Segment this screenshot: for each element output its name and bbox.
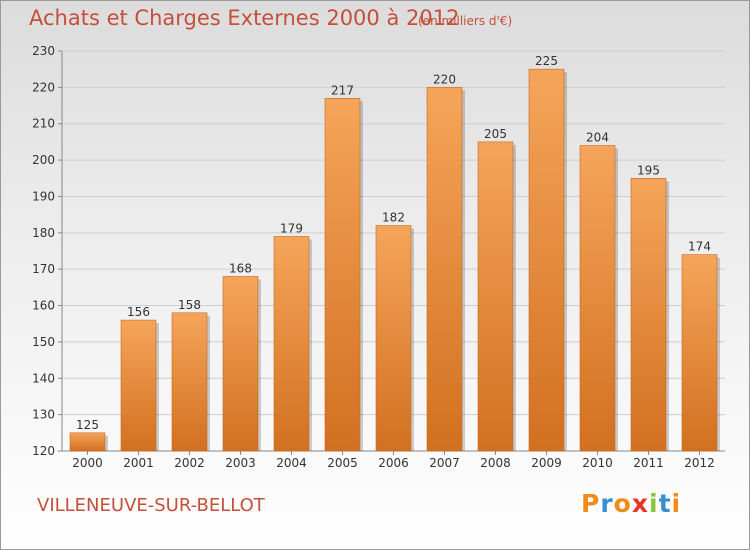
logo-letter: r [600,489,614,518]
x-tick-label: 2005 [327,456,358,470]
bar [69,432,106,452]
data-label: 204 [586,131,609,145]
x-tick-label: 2010 [582,456,613,470]
bar [681,254,718,452]
y-tick-label: 130 [32,408,55,422]
bar [324,97,361,452]
chart-unit-note: (en milliers d'€) [418,14,513,28]
data-label: 182 [382,211,405,225]
bar [273,236,310,452]
x-tick-label: 2003 [225,456,256,470]
commune-name: VILLENEUVE-SUR-BELLOT [37,495,265,516]
x-tick-label: 2007 [429,456,460,470]
data-label: 174 [688,240,711,254]
bar [630,177,667,452]
y-tick-label: 180 [32,226,55,240]
bar [528,68,565,452]
bar [120,319,157,452]
y-tick-label: 220 [32,80,55,94]
logo-letter: x [631,489,649,518]
logo-letter: P [581,489,601,518]
data-label: 158 [178,298,201,312]
x-tick-label: 2000 [72,456,103,470]
y-tick-label: 160 [32,299,55,313]
bar [426,87,463,452]
data-label: 156 [127,305,150,319]
proxiti-logo: Proxiti [581,489,681,518]
data-label: 220 [433,72,456,86]
x-tick-label: 2011 [633,456,664,470]
y-tick-label: 170 [32,262,55,276]
x-tick-label: 2009 [531,456,562,470]
data-label: 205 [484,127,507,141]
bar [477,141,514,452]
x-tick-label: 2004 [276,456,307,470]
y-tick-label: 200 [32,153,55,167]
logo-letter: i [671,489,682,518]
x-tick-label: 2001 [123,456,154,470]
bar [375,225,412,452]
y-tick-label: 210 [32,117,55,131]
x-tick-label: 2002 [174,456,205,470]
logo-letter: o [613,489,632,518]
chart-title: Achats et Charges Externes 2000 à 2012 [29,6,460,30]
y-tick-label: 140 [32,371,55,385]
bar [171,312,208,452]
data-label: 217 [331,83,354,97]
y-tick-label: 190 [32,189,55,203]
logo-letter: i [649,489,659,518]
data-label: 168 [229,261,252,275]
bar [579,145,616,452]
y-tick-label: 150 [32,335,55,349]
data-label: 179 [280,221,303,235]
data-label: 225 [535,54,558,68]
y-tick-label: 120 [32,444,55,458]
data-label: 195 [637,163,660,177]
bar [222,276,259,452]
logo-letter: t [658,489,672,518]
x-tick-label: 2008 [480,456,511,470]
x-tick-label: 2006 [378,456,409,470]
data-label: 125 [76,418,99,432]
x-tick-label: 2012 [684,456,715,470]
y-tick-label: 230 [32,44,55,58]
